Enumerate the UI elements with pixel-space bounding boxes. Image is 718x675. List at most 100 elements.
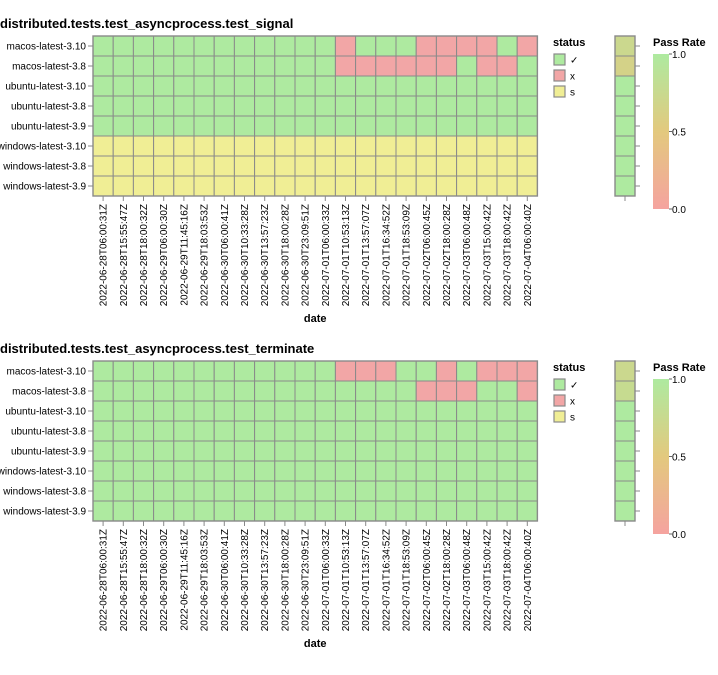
- heatmap-cell: [516, 35, 538, 57]
- heatmap-cell: [476, 360, 498, 382]
- heatmap-cell: [213, 420, 235, 442]
- heatmap-cell: [314, 135, 336, 157]
- x-tick-label: 2022-06-30T13:57:23Z: [260, 529, 271, 631]
- heatmap-cell: [496, 360, 518, 382]
- heatmap-cell: [375, 115, 397, 137]
- heatmap-cell: [456, 95, 478, 117]
- heatmap-cell: [173, 360, 195, 382]
- heatmap-cell: [254, 480, 276, 502]
- heatmap-cell: [274, 460, 296, 482]
- heatmap-cell: [516, 360, 538, 382]
- heatmap-cell: [213, 460, 235, 482]
- pass-rate-cell: [614, 460, 636, 482]
- legend-label-fail: x: [570, 72, 575, 83]
- y-tick-label: windows-latest-3.9: [2, 507, 86, 518]
- heatmap-cell: [294, 480, 316, 502]
- heatmap-cell: [355, 500, 377, 522]
- x-tick-label: 2022-06-28T18:00:32Z: [139, 529, 150, 631]
- heatmap-cell: [456, 400, 478, 422]
- heatmap-cell: [435, 155, 458, 177]
- heatmap-cell: [132, 35, 155, 57]
- legend-swatch-pass: [553, 53, 566, 66]
- y-tick-label: windows-latest-3.10: [0, 142, 86, 153]
- x-tick-label: 2022-07-01T06:00:33Z: [321, 204, 332, 306]
- heatmap-cell: [435, 380, 458, 402]
- heatmap-cell: [476, 500, 498, 522]
- heatmap-cell: [233, 400, 256, 422]
- heatmap-cell: [92, 155, 114, 177]
- legend-label-skip: s: [570, 413, 575, 424]
- pass-rate-gradient: [653, 54, 669, 209]
- legend-label-skip: s: [570, 88, 575, 99]
- heatmap-cell: [153, 400, 175, 422]
- heatmap-cell: [355, 35, 377, 57]
- heatmap-cell: [233, 35, 256, 57]
- x-tick-label: 2022-07-04T06:00:40Z: [523, 529, 534, 631]
- heatmap-cell: [92, 360, 114, 382]
- heatmap-cell: [294, 440, 316, 462]
- x-tick-label: 2022-06-30T10:33:28Z: [240, 204, 251, 306]
- heatmap-cell: [476, 115, 498, 137]
- pass-rate-cell: [614, 500, 636, 522]
- x-tick-label: 2022-07-03T06:00:48Z: [462, 204, 473, 306]
- heatmap-cell: [415, 440, 437, 462]
- heatmap-cell: [334, 135, 357, 157]
- heatmap-cell: [274, 75, 296, 97]
- heatmap-cell: [294, 175, 316, 197]
- heatmap-cell: [193, 55, 215, 77]
- heatmap-cell: [173, 115, 195, 137]
- heatmap-cell: [476, 480, 498, 502]
- heatmap-cell: [193, 380, 215, 402]
- heatmap-cell: [435, 135, 458, 157]
- heatmap-cell: [153, 175, 175, 197]
- y-tick-label: windows-latest-3.9: [2, 182, 86, 193]
- heatmap-cell: [314, 480, 336, 502]
- heatmap-cell: [516, 460, 538, 482]
- heatmap-cell: [496, 35, 518, 57]
- heatmap-cell: [314, 420, 336, 442]
- heatmap-cell: [476, 135, 498, 157]
- heatmap-cell: [456, 460, 478, 482]
- heatmap-cell: [112, 380, 134, 402]
- heatmap-cell: [355, 155, 377, 177]
- heatmap-cell: [153, 75, 175, 97]
- status-legend-title: status: [553, 362, 585, 374]
- x-tick-label: 2022-07-02T06:00:45Z: [422, 529, 433, 631]
- heatmap-cell: [274, 115, 296, 137]
- pass-rate-legend-title: Pass Rate: [653, 362, 706, 374]
- heatmap-cell: [193, 500, 215, 522]
- legend-swatch-skip: [553, 85, 566, 98]
- heatmap-cell: [496, 175, 518, 197]
- heatmap-cell: [314, 155, 336, 177]
- heatmap-cell: [456, 380, 478, 402]
- heatmap-cell: [294, 115, 316, 137]
- heatmap-cell: [92, 135, 114, 157]
- heatmap-cell: [294, 360, 316, 382]
- plot-border: [92, 360, 539, 522]
- heatmap-cell: [375, 35, 397, 57]
- heatmap-cell: [375, 55, 397, 77]
- heatmap-cell: [476, 155, 498, 177]
- heatmap-cell: [415, 480, 437, 502]
- heatmap-cell: [435, 420, 458, 442]
- heatmap-cell: [112, 75, 134, 97]
- heatmap-cell: [294, 460, 316, 482]
- heatmap-cell: [415, 460, 437, 482]
- heatmap-cell: [254, 380, 276, 402]
- heatmap-cell: [334, 35, 357, 57]
- heatmap-cell: [375, 95, 397, 117]
- heatmap-cell: [92, 175, 114, 197]
- heatmap-cell: [496, 95, 518, 117]
- heatmap-cell: [355, 360, 377, 382]
- heatmap-cell: [274, 380, 296, 402]
- heatmap-cell: [314, 95, 336, 117]
- heatmap-cell: [516, 440, 538, 462]
- heatmap-cell: [456, 35, 478, 57]
- heatmap-cell: [355, 75, 377, 97]
- heatmap-cell: [213, 400, 235, 422]
- y-tick-label: macos-latest-3.8: [12, 387, 86, 398]
- heatmap-cell: [355, 400, 377, 422]
- pass-rate-gradient: [653, 379, 669, 534]
- heatmap-cell: [112, 55, 134, 77]
- heatmap-cell: [254, 175, 276, 197]
